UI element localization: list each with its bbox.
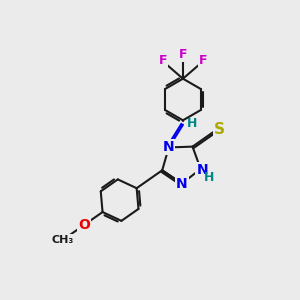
Text: N: N: [176, 177, 188, 191]
Text: H: H: [204, 171, 214, 184]
Text: O: O: [78, 218, 90, 232]
Text: CH₃: CH₃: [52, 235, 74, 245]
Text: S: S: [214, 122, 225, 137]
Text: F: F: [158, 54, 167, 67]
Text: N: N: [162, 140, 174, 154]
Text: H: H: [187, 117, 197, 130]
Text: N: N: [196, 163, 208, 176]
Text: F: F: [199, 54, 207, 67]
Text: F: F: [179, 48, 187, 62]
